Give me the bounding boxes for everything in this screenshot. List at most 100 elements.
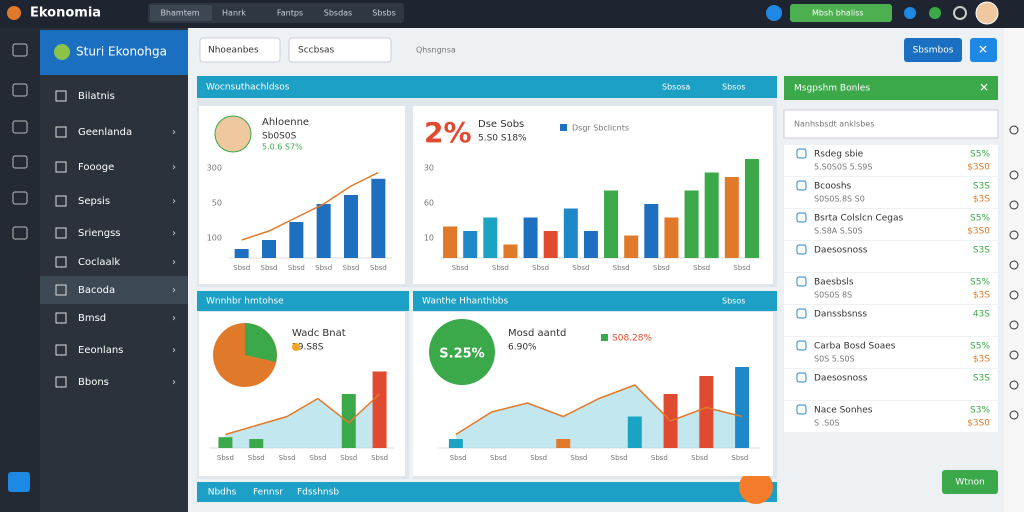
- sidebar-item[interactable]: Sepsis: [78, 196, 110, 207]
- icon[interactable]: [953, 6, 967, 20]
- bar: [234, 249, 249, 258]
- x-tick-label: Sbsd: [450, 454, 467, 462]
- search-text: Mbsh bhaliss: [812, 9, 864, 18]
- icon-rail: [0, 28, 40, 512]
- sidebar-item[interactable]: Bmsd: [78, 313, 106, 324]
- row-value: S3S: [973, 246, 990, 256]
- rail-icon[interactable]: [1009, 260, 1019, 270]
- green-button[interactable]: [942, 470, 998, 494]
- bar: [704, 172, 719, 258]
- chevron: ›: [172, 228, 176, 239]
- sidebar-item[interactable]: Sriengss: [78, 228, 121, 239]
- icon[interactable]: [904, 7, 916, 19]
- x-tick-label: Sbsd: [315, 264, 332, 272]
- footer-tab[interactable]: Fennsr: [253, 488, 283, 498]
- primary-button[interactable]: [904, 38, 962, 62]
- row-title[interactable]: Daesosnoss: [814, 246, 868, 256]
- icon[interactable]: [766, 5, 782, 21]
- row-sub: S.S8A S.S0S: [814, 227, 863, 236]
- row-title[interactable]: Daesosnoss: [814, 374, 868, 384]
- sidebar-item[interactable]: Geenlanda: [78, 127, 132, 138]
- sidebar-item[interactable]: Bacoda: [78, 285, 115, 296]
- right-rail: [1004, 28, 1024, 512]
- panel-action[interactable]: Sbsosa: [662, 83, 690, 92]
- row-title[interactable]: Bcooshs: [814, 182, 852, 192]
- rail-icon[interactable]: [1009, 230, 1019, 240]
- sidebar-item[interactable]: Coclaalk: [78, 257, 120, 268]
- rail-icon[interactable]: [1009, 380, 1019, 390]
- row-title[interactable]: Bsrta Colslcn Cegas: [814, 214, 904, 224]
- close-icon[interactable]: ✕: [979, 81, 989, 95]
- rail-icon[interactable]: [1009, 290, 1019, 300]
- chevron: ›: [172, 196, 176, 207]
- x-tick-label: Sbsd: [279, 454, 296, 462]
- filter[interactable]: [288, 37, 392, 63]
- rail-icon[interactable]: [12, 83, 28, 97]
- sidebar-item[interactable]: Bbons: [78, 377, 109, 388]
- icon[interactable]: [8, 472, 30, 492]
- sidebar-item[interactable]: Bilatnis: [78, 91, 115, 102]
- rail-icon[interactable]: [1009, 320, 1019, 330]
- row-title[interactable]: Baesbsls: [814, 278, 854, 288]
- item-icon: [55, 284, 67, 296]
- tab[interactable]: Bhamtem: [160, 9, 199, 18]
- row-title[interactable]: Carba Bosd Soaes: [814, 342, 896, 352]
- row-sub: S0S 5.S0S: [814, 355, 855, 364]
- avatar[interactable]: [975, 1, 999, 25]
- chevron: ›: [172, 313, 176, 324]
- tab[interactable]: Sbsdas: [324, 9, 352, 18]
- icon[interactable]: [929, 7, 941, 19]
- row-value: S3S: [973, 182, 990, 192]
- chevron: ›: [172, 285, 176, 296]
- row-title[interactable]: Rsdeg sbie: [814, 150, 864, 160]
- tab[interactable]: Hanrk: [222, 9, 246, 18]
- close-button[interactable]: [970, 38, 997, 62]
- row-title[interactable]: Nace Sonhes: [814, 406, 873, 416]
- line: [225, 393, 381, 436]
- button-text: Wtnon: [955, 478, 984, 488]
- list-row: [784, 369, 998, 400]
- x-tick-label: Sbsd: [731, 454, 748, 462]
- rail-icon[interactable]: [12, 226, 28, 240]
- row-icon: [796, 404, 807, 415]
- rail-icon[interactable]: [12, 191, 28, 205]
- row-change: $3S: [973, 291, 990, 301]
- x-tick-label: Sbsd: [653, 264, 670, 272]
- footer-tab[interactable]: Nbdhs: [208, 488, 237, 498]
- search-field[interactable]: [790, 4, 892, 22]
- rail-icon[interactable]: [1009, 350, 1019, 360]
- avatar: [214, 115, 252, 153]
- x-tick-label: Sbsd: [288, 264, 305, 272]
- rail-icon[interactable]: [12, 120, 28, 134]
- panel-action[interactable]: Sbsos: [722, 297, 745, 306]
- item-icon: [55, 376, 67, 388]
- area: [225, 394, 380, 448]
- fab[interactable]: [739, 470, 773, 504]
- tab[interactable]: Sbsbs: [372, 9, 396, 18]
- card-subtitle: 5.S0 S18%: [478, 134, 527, 144]
- filter[interactable]: [199, 37, 281, 63]
- footer-tab[interactable]: Fdsshnsb: [297, 488, 339, 498]
- rail-icon[interactable]: [1009, 200, 1019, 210]
- panel-action[interactable]: Sbsos: [722, 83, 745, 92]
- dropdown[interactable]: [783, 109, 999, 139]
- panel-header: [197, 291, 409, 311]
- item-icon: [55, 256, 67, 268]
- sidebar-item[interactable]: Eeonlans: [78, 345, 123, 356]
- rail-icon[interactable]: [12, 43, 28, 57]
- row-title[interactable]: Danssbsnss: [814, 310, 867, 320]
- rail-icon[interactable]: [12, 155, 28, 169]
- tab[interactable]: Fantps: [277, 9, 303, 18]
- bar: [543, 231, 558, 258]
- bar: [684, 190, 699, 258]
- rail-icon[interactable]: [1009, 410, 1019, 420]
- list-row: [784, 177, 998, 208]
- rail-icon[interactable]: [1009, 170, 1019, 180]
- donut: [429, 319, 495, 385]
- chevron: ›: [172, 377, 176, 388]
- sidebar-item[interactable]: Foooge: [78, 162, 114, 173]
- row-sub: S0S0S 8S: [814, 291, 852, 300]
- rail-icon[interactable]: [1009, 125, 1019, 135]
- item-icon: [55, 195, 67, 207]
- card-title: Mosd aantd: [508, 328, 566, 339]
